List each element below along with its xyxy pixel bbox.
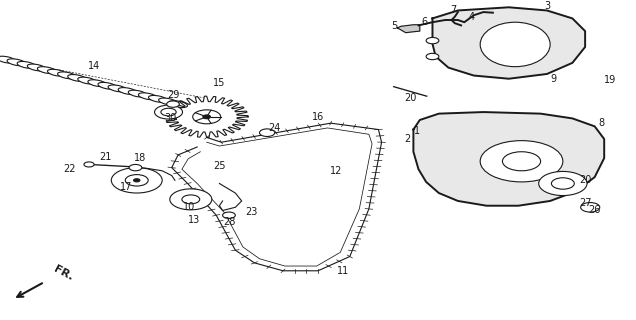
Circle shape: [539, 172, 587, 196]
Ellipse shape: [139, 93, 157, 100]
Circle shape: [182, 195, 200, 204]
Text: 15: 15: [213, 78, 226, 89]
Text: 1: 1: [413, 126, 420, 136]
Text: 22: 22: [64, 164, 76, 174]
Circle shape: [129, 164, 142, 171]
Ellipse shape: [158, 98, 177, 105]
Circle shape: [161, 108, 176, 116]
Circle shape: [193, 110, 221, 124]
Circle shape: [111, 168, 162, 193]
Text: 10: 10: [183, 202, 196, 212]
Ellipse shape: [67, 75, 86, 81]
Circle shape: [134, 179, 140, 182]
Text: 11: 11: [337, 266, 350, 276]
Ellipse shape: [0, 56, 16, 63]
Text: 4: 4: [469, 12, 475, 22]
Circle shape: [84, 162, 94, 167]
Text: 6: 6: [421, 17, 427, 27]
Circle shape: [480, 140, 563, 182]
Text: 20: 20: [579, 175, 591, 185]
Circle shape: [259, 129, 275, 137]
Text: 28: 28: [223, 217, 235, 227]
Ellipse shape: [17, 61, 36, 68]
Circle shape: [426, 53, 439, 60]
Ellipse shape: [7, 59, 26, 66]
Polygon shape: [398, 25, 420, 33]
Text: 8: 8: [598, 118, 604, 128]
Ellipse shape: [88, 80, 107, 87]
Circle shape: [551, 178, 574, 189]
Text: 7: 7: [450, 5, 457, 15]
Text: 26: 26: [588, 205, 601, 215]
Circle shape: [203, 115, 211, 119]
Text: 25: 25: [213, 161, 226, 171]
Circle shape: [125, 175, 148, 186]
Ellipse shape: [128, 90, 147, 97]
Text: 14: 14: [88, 61, 100, 71]
Text: 16: 16: [312, 112, 324, 122]
Text: 21: 21: [99, 151, 111, 162]
Text: 12: 12: [329, 166, 342, 176]
Text: 23: 23: [245, 207, 258, 217]
Text: FR.: FR.: [52, 264, 75, 282]
Circle shape: [581, 203, 600, 212]
Text: 13: 13: [188, 215, 200, 225]
Text: 29: 29: [167, 90, 179, 100]
Text: 9: 9: [550, 74, 556, 84]
Text: 24: 24: [268, 123, 281, 133]
Circle shape: [170, 189, 212, 210]
Text: 17: 17: [120, 182, 132, 192]
Ellipse shape: [98, 82, 117, 89]
Ellipse shape: [38, 67, 56, 74]
Circle shape: [155, 105, 183, 119]
Text: 20: 20: [404, 93, 417, 103]
Circle shape: [167, 101, 179, 107]
Ellipse shape: [480, 22, 550, 67]
Ellipse shape: [169, 101, 188, 108]
Ellipse shape: [118, 88, 137, 94]
Text: 30: 30: [164, 113, 177, 124]
Circle shape: [223, 212, 235, 219]
Polygon shape: [413, 112, 604, 206]
Text: 5: 5: [391, 21, 398, 31]
Ellipse shape: [108, 85, 127, 92]
Text: 2: 2: [404, 134, 410, 144]
Polygon shape: [432, 7, 585, 79]
Text: 27: 27: [579, 197, 591, 208]
Text: 3: 3: [544, 1, 550, 11]
Circle shape: [502, 152, 541, 171]
Ellipse shape: [48, 69, 66, 76]
Ellipse shape: [27, 64, 46, 71]
Circle shape: [426, 37, 439, 44]
Ellipse shape: [148, 95, 167, 102]
Ellipse shape: [57, 72, 76, 79]
Polygon shape: [172, 123, 382, 271]
Text: 18: 18: [134, 153, 146, 163]
Text: 19: 19: [604, 75, 617, 85]
Ellipse shape: [78, 77, 97, 84]
